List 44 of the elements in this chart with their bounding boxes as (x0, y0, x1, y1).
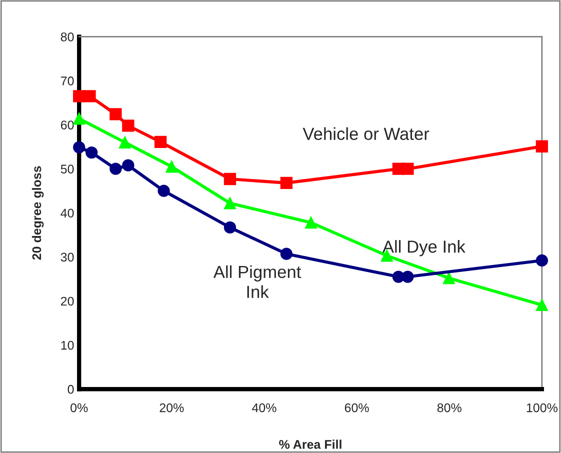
point (304, 216, 318, 229)
point (224, 197, 236, 210)
y-tick-label: 80 (60, 32, 74, 42)
y-tick-label: 10 (61, 340, 74, 350)
point (122, 159, 134, 172)
y-tick-label: 70 (60, 76, 74, 86)
x-tick-label: 0% (70, 403, 88, 412)
point (280, 248, 293, 260)
point (110, 162, 122, 175)
point (536, 254, 548, 267)
x-axis-title: % Area Fill (279, 440, 342, 449)
point (86, 146, 98, 159)
y-tick-label: 40 (60, 208, 74, 218)
x-tick-label: 100% (526, 403, 558, 412)
y-tick-label: 60 (60, 120, 74, 130)
point (536, 140, 548, 152)
point (122, 120, 134, 132)
point (536, 298, 548, 312)
point (118, 136, 131, 148)
y-axis-title: 20 degree gloss (32, 166, 44, 260)
point (402, 270, 414, 283)
y-tick-label: 50 (60, 164, 74, 174)
y-tick-label: 20 (60, 296, 74, 306)
point (110, 108, 122, 120)
point (154, 136, 167, 148)
point (224, 221, 236, 234)
y-tick-label: 0 (68, 384, 74, 394)
x-tick-label: 40% (252, 403, 276, 412)
point (158, 184, 170, 197)
series-label: All Dye Ink (382, 240, 466, 256)
point (73, 141, 86, 154)
point (166, 160, 178, 173)
point (84, 90, 96, 102)
point (280, 176, 293, 190)
x-tick-label: 60% (344, 403, 369, 412)
point (224, 172, 236, 186)
x-tick-label: 80% (437, 403, 462, 412)
series-label: All Pigment Ink (213, 265, 302, 298)
series-label: Vehicle or Water (302, 127, 430, 140)
point (442, 272, 455, 284)
y-tick-label: 30 (60, 252, 74, 262)
x-tick-label: 20% (160, 403, 184, 412)
point (402, 162, 414, 175)
point (73, 112, 86, 125)
